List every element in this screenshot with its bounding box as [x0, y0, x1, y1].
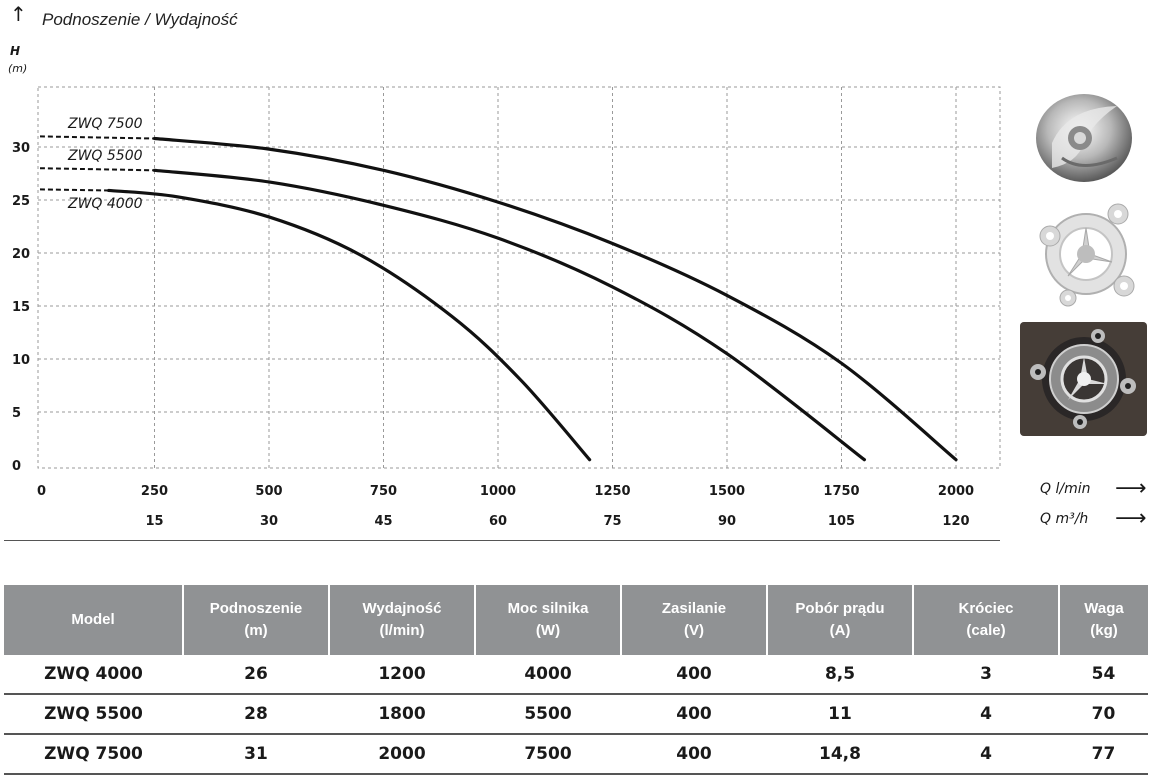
cell-power: 4000 [475, 655, 621, 695]
x-tick-label: 0 [37, 484, 46, 499]
x2-tick-label: 15 [145, 514, 163, 529]
x-tick-label: 1500 [709, 484, 745, 499]
y-tick-label: 30 [12, 141, 30, 156]
table-row: ZWQ 4000 26 1200 4000 400 8,5 3 54 [4, 655, 1148, 695]
cell-weight: 77 [1059, 734, 1148, 775]
x2-tick-label: 120 [942, 514, 969, 529]
header-power: Moc silnika (W) [474, 585, 621, 655]
x-tick-label: 750 [370, 484, 397, 499]
x2-tick-label: 105 [828, 514, 855, 529]
x-axis-label-lmin: Q l/min [1040, 481, 1091, 497]
header-flow: Wydajność (l/min) [328, 585, 475, 655]
cell-voltage: 400 [621, 655, 767, 695]
x-tick-label: 1250 [594, 484, 630, 499]
header-voltage: Zasilanie (V) [620, 585, 767, 655]
cell-weight: 54 [1059, 655, 1148, 695]
y-axis-arrow-icon: ↑ [10, 2, 27, 26]
x-tick-label: 2000 [938, 484, 974, 499]
header-outlet: Króciec (cale) [912, 585, 1059, 655]
y-axis-label: H [10, 44, 21, 58]
x-tick-label: 500 [255, 484, 282, 499]
header-head: Podnoszenie (m) [182, 585, 329, 655]
cell-power: 7500 [475, 734, 621, 775]
cell-outlet: 3 [913, 655, 1059, 695]
cell-current: 8,5 [767, 655, 913, 695]
series-label: ZWQ 4000 [67, 196, 143, 212]
spec-table: Model Podnoszenie (m) Wydajność (l/min) Mo… [4, 585, 1148, 775]
plot-frame [37, 86, 1001, 469]
header-model: Model [4, 585, 183, 655]
series-line [152, 136, 958, 462]
cell-head: 31 [183, 734, 329, 775]
arrow-right-icon: ⟶ [1115, 476, 1147, 501]
series-label: ZWQ 7500 [67, 116, 143, 132]
chart-bottom-rule [4, 540, 1000, 541]
table-header-row: Model Podnoszenie (m) Wydajność (l/min) Mo… [4, 585, 1148, 655]
y-tick-label: 0 [12, 459, 21, 474]
x-axis-label-m3h: Q m³/h [1040, 511, 1089, 527]
cell-model: ZWQ 5500 [4, 694, 183, 735]
x-tick-label: 1000 [480, 484, 516, 499]
cell-flow: 2000 [329, 734, 475, 775]
x2-tick-label: 30 [260, 514, 278, 529]
header-weight: Waga (kg) [1058, 585, 1148, 655]
header-current: Pobór prądu (A) [766, 585, 913, 655]
x2-tick-label: 45 [374, 514, 392, 529]
cell-voltage: 400 [621, 694, 767, 735]
cell-voltage: 400 [621, 734, 767, 775]
x-tick-label: 1750 [823, 484, 859, 499]
x-tick-label: 250 [141, 484, 168, 499]
series-line-dashed [39, 167, 155, 172]
y-tick-label: 15 [12, 300, 30, 315]
cell-current: 14,8 [767, 734, 913, 775]
cell-current: 11 [767, 694, 913, 735]
y-tick-label: 5 [12, 406, 21, 421]
x2-tick-label: 90 [718, 514, 736, 529]
cell-model: ZWQ 7500 [4, 734, 183, 775]
impeller-image [1036, 94, 1132, 182]
cell-flow: 1200 [329, 655, 475, 695]
series-line-dashed [39, 135, 155, 140]
cell-flow: 1800 [329, 694, 475, 735]
series-label: ZWQ 5500 [67, 148, 143, 164]
series-line-dashed [39, 188, 109, 192]
y-tick-label: 25 [12, 194, 30, 209]
performance-chart: 0 5 10 15 20 25 30 0 250 500 750 1000 1250 1500 1750 20… [12, 86, 1001, 529]
cell-model: ZWQ 4000 [4, 655, 183, 695]
series-line [152, 168, 866, 462]
x2-tick-label: 75 [603, 514, 621, 529]
table-row: ZWQ 7500 31 2000 7500 400 14,8 4 77 [4, 734, 1148, 775]
flange-image [1039, 203, 1135, 307]
flange-installed-image [1020, 322, 1147, 436]
y-axis-unit: (m) [8, 62, 28, 75]
x2-tick-label: 60 [489, 514, 507, 529]
cell-outlet: 4 [913, 694, 1059, 735]
y-tick-label: 10 [12, 353, 30, 368]
y-tick-label: 20 [12, 247, 30, 262]
series-line [107, 188, 592, 462]
table-row: ZWQ 5500 28 1800 5500 400 11 4 70 [4, 694, 1148, 735]
cell-outlet: 4 [913, 734, 1059, 775]
cell-head: 26 [183, 655, 329, 695]
arrow-right-icon: ⟶ [1115, 506, 1147, 531]
cell-head: 28 [183, 694, 329, 735]
cell-power: 5500 [475, 694, 621, 735]
chart-title: Podnoszenie / Wydajność [42, 10, 238, 29]
cell-weight: 70 [1059, 694, 1148, 735]
